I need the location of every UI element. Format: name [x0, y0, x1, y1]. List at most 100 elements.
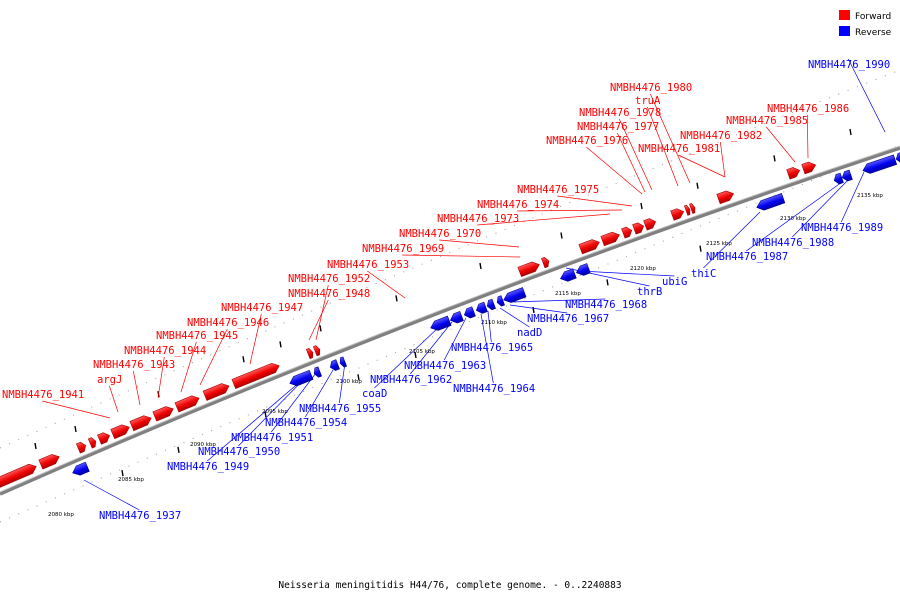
reverse-gene-label: NMBH4476_1964 — [453, 383, 535, 395]
forward-gene-arrow — [643, 218, 657, 231]
upper-scale-tick — [74, 425, 77, 433]
forward-gene-label: NMBH4476_1945 — [156, 330, 238, 342]
forward-gene-label: NMBH4476_1952 — [288, 273, 370, 285]
forward-gene-label: NMBH4476_1980 — [610, 82, 692, 94]
reverse-gene-arrow — [575, 263, 591, 276]
reverse-label-leader — [499, 307, 530, 328]
forward-gene-arrow — [600, 231, 620, 247]
reverse-gene-label: NMBH4476_1949 — [167, 461, 249, 473]
forward-label-leader — [557, 195, 633, 207]
reverse-label-leader — [792, 177, 851, 238]
forward-gene-label: truA — [635, 95, 661, 107]
reverse-gene-label: coaD — [362, 388, 387, 400]
reverse-gene-label: NMBH4476_1968 — [565, 299, 647, 311]
reverse-gene-label: NMBH4476_1950 — [198, 446, 280, 458]
reverse-label-leader — [511, 298, 606, 303]
forward-gene-arrow — [786, 167, 801, 180]
lower-scale-tick — [414, 351, 417, 359]
reverse-label-leader — [480, 313, 494, 384]
forward-gene-label: NMBH4476_1953 — [327, 259, 409, 271]
forward-label-leader — [649, 93, 691, 184]
reverse-label-leader — [509, 304, 568, 314]
kbp-tick-label: 2095 kbp — [262, 409, 288, 415]
reverse-gene-arrow — [862, 154, 898, 174]
forward-gene-label: argJ — [97, 374, 122, 386]
upper-scale-tick — [560, 232, 563, 239]
reverse-gene-arrow — [339, 356, 348, 368]
lower-scale-tick — [177, 446, 180, 454]
reverse-gene-label: NMBH4476_1955 — [299, 403, 381, 415]
legend: Forward Reverse — [839, 10, 892, 38]
forward-gene-arrow — [202, 383, 230, 401]
forward-gene-arrow — [632, 222, 645, 235]
reverse-label-leader — [304, 369, 334, 418]
reverse-gene-label: NMBH4476_1962 — [370, 374, 452, 386]
upper-scale-tick — [640, 202, 643, 210]
forward-gene-label: NMBH4476_1978 — [579, 107, 661, 119]
kbp-tick-label: 2135 kbp — [857, 193, 883, 199]
reverse-gene-arrow — [841, 169, 853, 182]
forward-gene-label: NMBH4476_1981 — [638, 143, 720, 155]
kbp-tick-label: 2105 kbp — [409, 349, 435, 355]
reverse-label-leader — [487, 310, 492, 343]
forward-gene-arrow — [97, 432, 110, 445]
reverse-gene-arrow — [313, 366, 323, 378]
reverse-gene-label: NMBH4476_1967 — [527, 313, 609, 325]
reverse-label-leader — [83, 479, 140, 511]
forward-label-leader — [616, 132, 646, 193]
kbp-tick-label: 2125 kbp — [706, 241, 732, 247]
kbp-tick-label: 2090 kbp — [190, 442, 216, 448]
reverse-gene-arrow — [449, 310, 464, 324]
reverse-gene-arrow — [895, 151, 900, 164]
reverse-gene-arrow — [486, 298, 496, 311]
forward-gene-label: NMBH4476_1943 — [93, 359, 175, 371]
upper-scale-tick — [773, 155, 776, 162]
reverse-label-leader — [410, 321, 453, 375]
forward-gene-label: NMBH4476_1946 — [187, 317, 269, 329]
kbp-tick-label: 2110 kbp — [481, 320, 507, 326]
reverse-gene-label: NMBH4476_1963 — [404, 360, 486, 372]
legend-reverse-swatch — [839, 26, 850, 36]
forward-label-leader — [439, 239, 520, 248]
forward-gene-arrow — [517, 261, 540, 278]
reverse-label-leader — [271, 372, 317, 433]
forward-gene-label: NMBH4476_1948 — [288, 288, 370, 300]
forward-label-leader — [308, 299, 329, 341]
forward-label-leader — [315, 284, 329, 341]
reverse-gene-label: ubiG — [662, 276, 687, 288]
reverse-gene-label: nadD — [517, 327, 542, 339]
lower-scale-tick — [264, 411, 267, 418]
reverse-gene-label: NMBH4476_1987 — [706, 251, 788, 263]
upper-scale-tick — [395, 295, 398, 302]
upper-scale-tick — [34, 442, 37, 450]
reverse-label-leader — [238, 374, 309, 447]
reverse-gene-arrow — [475, 301, 488, 314]
lower-dotted-scale — [0, 144, 900, 523]
reverse-label-leader — [338, 362, 346, 404]
reverse-gene-label: NMBH4476_1937 — [99, 510, 181, 522]
legend-forward-swatch — [839, 10, 850, 20]
forward-label-leader — [618, 118, 653, 191]
reverse-gene-arrow — [463, 306, 476, 319]
reverse-gene-arrow — [496, 295, 505, 307]
kbp-tick-label: 2085 kbp — [118, 477, 144, 483]
forward-gene-label: NMBH4476_1969 — [362, 243, 444, 255]
reverse-gene-label: NMBH4476_1990 — [808, 59, 890, 71]
reverse-gene-arrow — [756, 193, 786, 211]
forward-label-leader — [719, 141, 726, 178]
legend-reverse-label: Reverse — [855, 28, 892, 38]
reverse-gene-arrow — [289, 369, 314, 387]
reverse-gene-arrow — [833, 172, 844, 185]
gene-arrows — [0, 151, 900, 489]
forward-gene-arrow — [0, 463, 37, 489]
forward-label-leader — [180, 341, 197, 393]
lower-scale-tick — [357, 374, 360, 381]
forward-gene-label: NMBH4476_1944 — [124, 345, 206, 357]
kbp-tick-label: 2115 kbp — [555, 291, 581, 297]
reverse-gene-label: NMBH4476_1965 — [451, 342, 533, 354]
reverse-label-leader — [746, 181, 843, 252]
reverse-gene-label: NMBH4476_1951 — [231, 432, 313, 444]
forward-label-leader — [806, 114, 809, 159]
reverse-label-leader — [579, 270, 675, 277]
